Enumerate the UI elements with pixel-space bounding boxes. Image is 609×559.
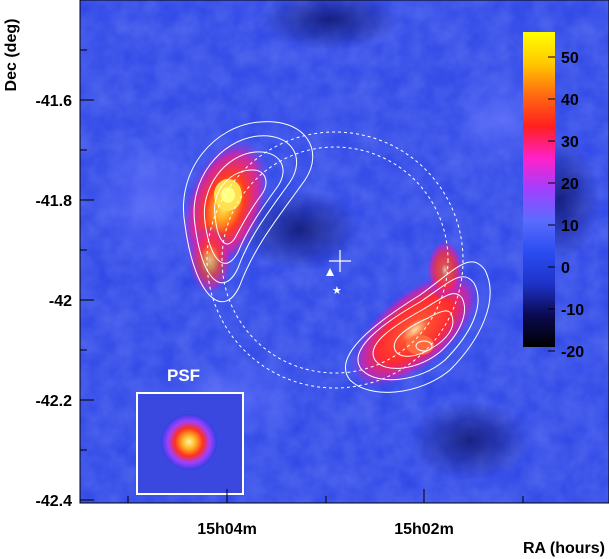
y-tick-labels: -41.6 -41.8 -42 -42.2 -42.4 [36, 93, 73, 510]
emission-region-sw [349, 240, 481, 390]
y-tick-label: -41.6 [36, 93, 73, 110]
psf-label: PSF [167, 366, 200, 385]
colorbar-scale [523, 32, 555, 347]
star-marker: ★ [332, 284, 342, 297]
y-tick-label: -42.4 [36, 493, 73, 510]
y-axis [80, 49, 94, 501]
plus-marker [329, 250, 351, 272]
x-tick-labels: 15h04m 15h02m [197, 521, 454, 538]
colorbar-ticks [548, 56, 555, 352]
x-axis [127, 489, 524, 503]
sky-map: ★ PSF [80, 0, 609, 503]
y-tick-label: -41.8 [36, 193, 73, 210]
colorbar-label: -10 [561, 302, 584, 319]
colorbar-label: -20 [561, 344, 584, 361]
shell-ring [206, 131, 464, 389]
colorbar: 50 40 30 20 10 0 -10 -20 [523, 32, 584, 361]
colorbar-label: 50 [561, 50, 579, 67]
colorbar-labels: 50 40 30 20 10 0 -10 -20 [561, 50, 584, 361]
x-tick-label: 15h02m [394, 521, 454, 538]
y-tick-label: -42 [49, 293, 72, 310]
psf-inset: PSF [136, 366, 244, 495]
colorbar-label: 10 [561, 218, 579, 235]
significance-contours [183, 121, 491, 393]
x-axis-title: RA (hours) [523, 540, 605, 557]
y-axis-title: Dec (deg) [3, 19, 20, 92]
colorbar-label: 40 [561, 92, 579, 109]
x-tick-label: 15h04m [197, 521, 257, 538]
colorbar-label: 30 [561, 134, 579, 151]
colorbar-label: 0 [561, 260, 570, 277]
y-tick-label: -42.2 [36, 393, 73, 410]
triangle-marker [326, 268, 334, 276]
colorbar-label: 20 [561, 176, 579, 193]
